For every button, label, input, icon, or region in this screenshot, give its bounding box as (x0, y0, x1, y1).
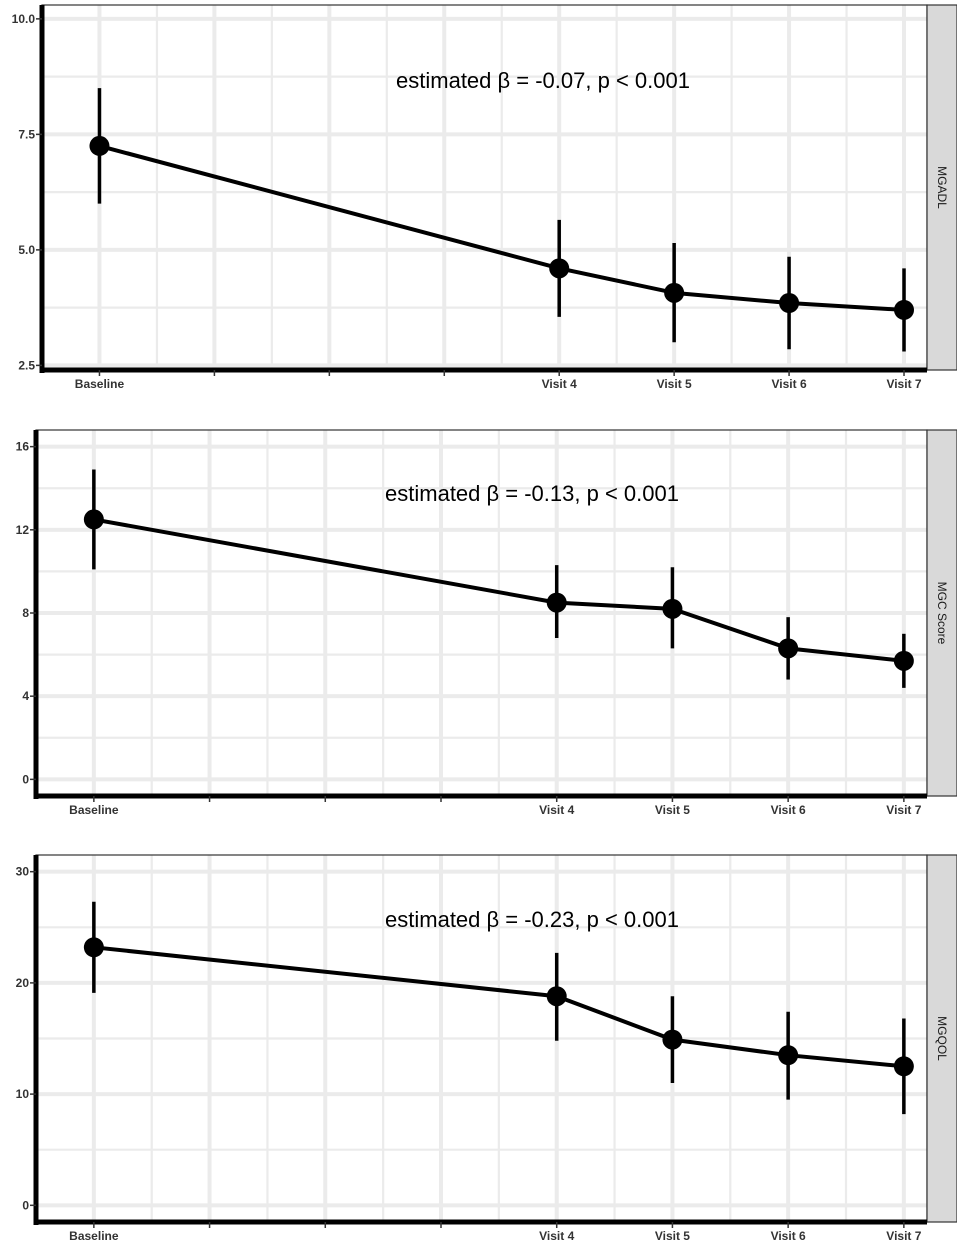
y-tick-label: 8 (22, 606, 29, 620)
annotation-text: estimated β = -0.13, p < 0.001 (385, 481, 679, 506)
y-tick-label: 12 (16, 523, 30, 537)
y-tick-label: 30 (16, 865, 30, 879)
x-tick-label: Baseline (75, 377, 125, 391)
x-tick-label: Visit 7 (886, 1229, 921, 1243)
x-tick-label: Visit 5 (655, 803, 690, 817)
x-tick-label: Visit 6 (771, 803, 806, 817)
panel-background (42, 5, 927, 370)
data-point (893, 1056, 914, 1077)
data-point (546, 986, 567, 1007)
facet-strip (926, 4, 957, 371)
x-tick-label: Visit 7 (886, 803, 921, 817)
x-tick-label: Visit 6 (772, 377, 807, 391)
chart-panel-3: MGQOL 0 10 20 30 Baseline Visit 4 Visit 5 Visit … (16, 854, 957, 1243)
annotation-text: estimated β = -0.23, p < 0.001 (385, 907, 679, 932)
facet-strip (926, 429, 957, 797)
x-tick-label: Visit 4 (542, 377, 577, 391)
data-point (894, 299, 915, 320)
y-tick-label: 5.0 (18, 243, 35, 257)
x-tick-label: Visit 4 (539, 803, 574, 817)
x-tick-label: Visit 7 (886, 377, 921, 391)
x-tick-label: Visit 5 (657, 377, 692, 391)
y-tick-label: 0 (22, 1198, 29, 1212)
data-point (83, 937, 104, 958)
annotation-text: estimated β = -0.07, p < 0.001 (396, 68, 690, 93)
data-point (778, 1045, 799, 1066)
data-point (89, 135, 110, 156)
y-tick-label: 0 (22, 772, 29, 786)
data-point (83, 509, 104, 530)
data-point (893, 650, 914, 671)
x-tick-label: Visit 5 (655, 1229, 690, 1243)
chart-panel-1: MGADL 2.5 5.0 7.5 10.0 Baseline Visit 4 Visit 5… (12, 4, 957, 391)
y-tick-label: 10 (16, 1087, 30, 1101)
data-point (546, 592, 567, 613)
y-tick-label: 16 (16, 440, 30, 454)
data-point (549, 258, 570, 279)
x-tick-label: Visit 4 (539, 1229, 574, 1243)
chart-panel-2: MGC Score 0 4 8 12 16 Baseline Visit 4 Visit 5 Vi… (16, 429, 957, 817)
data-point (662, 598, 683, 619)
data-point (662, 1029, 683, 1050)
y-tick-label: 20 (16, 976, 30, 990)
data-point (778, 638, 799, 659)
y-tick-label: 10.0 (12, 12, 36, 26)
y-tick-label: 7.5 (18, 127, 35, 141)
x-tick-label: Baseline (69, 803, 119, 817)
x-tick-label: Baseline (69, 1229, 119, 1243)
data-point (779, 293, 800, 314)
facet-label: MGQOL (935, 1016, 949, 1061)
y-tick-label: 4 (22, 689, 29, 703)
facet-strip (926, 854, 957, 1223)
data-point (664, 282, 685, 303)
facet-label: MGADL (935, 166, 949, 209)
x-tick-label: Visit 6 (771, 1229, 806, 1243)
facet-label: MGC Score (935, 582, 949, 645)
y-tick-label: 2.5 (18, 358, 35, 372)
